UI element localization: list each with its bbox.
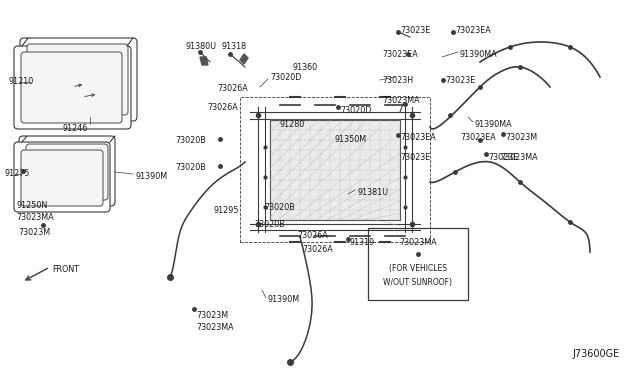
Bar bbox=[270, 120, 400, 220]
Text: 73023EA: 73023EA bbox=[400, 132, 436, 141]
Polygon shape bbox=[200, 57, 208, 65]
Text: 91318: 91318 bbox=[222, 42, 247, 51]
Text: 91280: 91280 bbox=[280, 119, 305, 128]
Text: 73023MA: 73023MA bbox=[500, 153, 538, 161]
Text: 91390MA: 91390MA bbox=[460, 49, 498, 58]
Text: 73026A: 73026A bbox=[207, 103, 237, 112]
Text: 91250N: 91250N bbox=[16, 201, 47, 209]
Text: 73023E: 73023E bbox=[400, 153, 430, 161]
Text: 73020D: 73020D bbox=[340, 106, 371, 115]
Text: 73023EA: 73023EA bbox=[382, 49, 418, 58]
FancyBboxPatch shape bbox=[27, 44, 128, 115]
Text: 91246: 91246 bbox=[62, 124, 87, 132]
Text: 91360: 91360 bbox=[293, 62, 318, 71]
Text: 73023H: 73023H bbox=[382, 76, 413, 84]
FancyBboxPatch shape bbox=[26, 144, 108, 200]
FancyBboxPatch shape bbox=[21, 52, 122, 123]
Polygon shape bbox=[240, 54, 248, 64]
Text: (FOR VEHICLES: (FOR VEHICLES bbox=[389, 263, 447, 273]
Text: 73023M: 73023M bbox=[18, 228, 50, 237]
Text: 73020B: 73020B bbox=[175, 163, 205, 171]
FancyBboxPatch shape bbox=[20, 38, 137, 121]
FancyBboxPatch shape bbox=[21, 150, 103, 206]
Text: 73026A: 73026A bbox=[217, 83, 248, 93]
Text: 73023M: 73023M bbox=[196, 311, 228, 321]
Text: 73023MA: 73023MA bbox=[196, 324, 234, 333]
Text: 91380U: 91380U bbox=[186, 42, 217, 51]
FancyBboxPatch shape bbox=[14, 46, 131, 129]
Text: 91390MA: 91390MA bbox=[475, 119, 513, 128]
Text: 73023EA: 73023EA bbox=[455, 26, 491, 35]
Text: 73023MA: 73023MA bbox=[382, 96, 420, 105]
Text: 73023E: 73023E bbox=[488, 153, 518, 161]
Text: 73020B: 73020B bbox=[264, 202, 295, 212]
Text: 73023EA: 73023EA bbox=[460, 132, 496, 141]
Text: 73023M: 73023M bbox=[505, 132, 537, 141]
Text: 91275: 91275 bbox=[4, 169, 29, 177]
Text: 73020B: 73020B bbox=[175, 135, 205, 144]
Text: 73026A: 73026A bbox=[302, 246, 333, 254]
Text: 91381U: 91381U bbox=[358, 187, 389, 196]
Bar bbox=[368, 228, 468, 300]
Text: 73023MA: 73023MA bbox=[16, 212, 54, 221]
Text: 91295: 91295 bbox=[213, 205, 239, 215]
FancyBboxPatch shape bbox=[19, 136, 115, 206]
Text: W/OUT SUNROOF): W/OUT SUNROOF) bbox=[383, 278, 452, 286]
Text: 91390M: 91390M bbox=[268, 295, 300, 305]
Text: 73023MA: 73023MA bbox=[399, 237, 437, 247]
Text: 73023E: 73023E bbox=[400, 26, 430, 35]
Text: 73023E: 73023E bbox=[445, 76, 476, 84]
Text: 91350M: 91350M bbox=[335, 135, 367, 144]
Text: 73020D: 73020D bbox=[270, 73, 301, 81]
Text: 91319: 91319 bbox=[350, 237, 375, 247]
Text: 91390M: 91390M bbox=[135, 171, 167, 180]
Text: 73020B: 73020B bbox=[254, 219, 285, 228]
Text: 73026A: 73026A bbox=[297, 231, 328, 240]
FancyBboxPatch shape bbox=[14, 142, 110, 212]
Text: 91210: 91210 bbox=[8, 77, 33, 86]
Text: J73600GE: J73600GE bbox=[573, 349, 620, 359]
Text: FRONT: FRONT bbox=[52, 266, 79, 275]
